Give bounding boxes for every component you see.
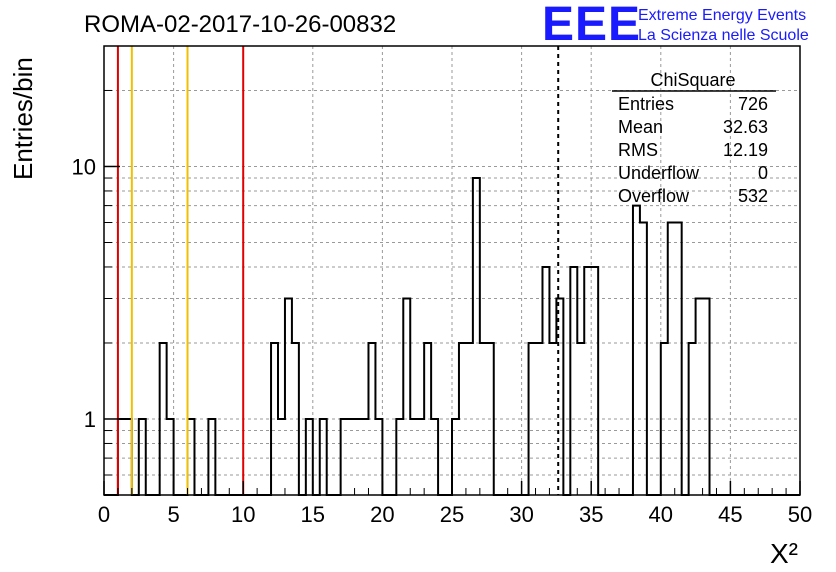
eee-logo: EEE Extreme Energy Events La Scienza nel…	[542, 0, 809, 51]
histogram-bar	[640, 222, 647, 495]
histogram-bar	[473, 178, 480, 495]
histogram-bar	[633, 206, 640, 495]
stats-box: ChiSquare Entries 726 Mean 32.63 RMS 12.19 Und…	[612, 70, 776, 206]
stats-row-label: RMS	[618, 140, 658, 160]
logo-line1: Extreme Energy Events	[638, 7, 806, 24]
stats-row-label: Overflow	[618, 186, 690, 206]
x-tick-label: 20	[370, 502, 394, 527]
stats-title: ChiSquare	[650, 70, 735, 90]
axes: 0 5 10 15 20 25 30 35 40 45 50 1 10	[72, 89, 812, 527]
x-tick-label: 15	[301, 502, 325, 527]
stats-row-value: 12.19	[723, 140, 768, 160]
histogram-bar	[668, 222, 675, 495]
histogram-bar	[675, 222, 682, 495]
x-tick-label: 5	[167, 502, 179, 527]
stats-row-label: Mean	[618, 117, 663, 137]
x-tick-label: 50	[788, 502, 812, 527]
x-axis-label: X²	[770, 538, 798, 569]
stats-row-value: 32.63	[723, 117, 768, 137]
histogram-bar	[696, 299, 703, 495]
y-tick-label: 1	[84, 407, 96, 432]
y-tick-label: 10	[72, 154, 96, 179]
chart-title: ROMA-02-2017-10-26-00832	[84, 11, 396, 38]
x-tick-label: 45	[718, 502, 742, 527]
x-tick-label: 10	[231, 502, 255, 527]
histogram-bar	[591, 267, 598, 495]
x-tick-label: 40	[649, 502, 673, 527]
histogram-bar	[542, 267, 549, 495]
histogram-series	[104, 177, 800, 496]
histogram-bar	[403, 299, 410, 495]
stats-row-label: Entries	[618, 94, 674, 114]
histogram-bar	[584, 267, 591, 495]
histogram-bar	[703, 299, 710, 495]
logo-line2: La Scienza nelle Scuole	[638, 27, 809, 44]
x-tick-label: 25	[440, 502, 464, 527]
stats-row-value: 532	[738, 186, 768, 206]
stats-row-label: Underflow	[618, 163, 700, 183]
histogram-outline	[104, 177, 800, 496]
x-tick-label: 30	[509, 502, 533, 527]
stats-row-value: 726	[738, 94, 768, 114]
x-tick-label: 0	[98, 502, 110, 527]
histogram-bar	[285, 299, 292, 495]
logo-mark: EEE	[542, 0, 641, 51]
cut-lines	[116, 46, 560, 495]
stats-row-value: 0	[758, 163, 768, 183]
histogram-bar	[570, 267, 577, 495]
y-axis-label: Entries/bin	[8, 57, 38, 180]
x-tick-label: 35	[579, 502, 603, 527]
